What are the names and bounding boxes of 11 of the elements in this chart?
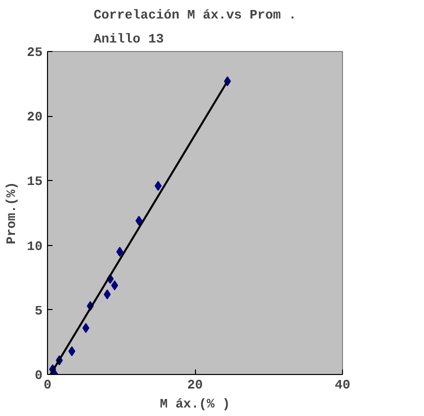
x-tick-label: 20 bbox=[187, 378, 203, 392]
x-axis-title: M áx.(% ) bbox=[160, 396, 230, 412]
x-tick-label: 40 bbox=[334, 378, 350, 392]
y-axis-title: Prom.(%) bbox=[4, 182, 19, 244]
y-tick-label: 20 bbox=[26, 110, 43, 125]
y-tick-label: 0 bbox=[34, 368, 43, 383]
y-tick-label: 25 bbox=[26, 45, 43, 60]
y-tick-label: 10 bbox=[26, 238, 43, 254]
y-tick-label: 5 bbox=[34, 303, 43, 318]
y-tick-label: 15 bbox=[26, 174, 43, 190]
chart-title: Correlación M áx.vs Prom . Anillo 13 bbox=[94, 8, 296, 46]
